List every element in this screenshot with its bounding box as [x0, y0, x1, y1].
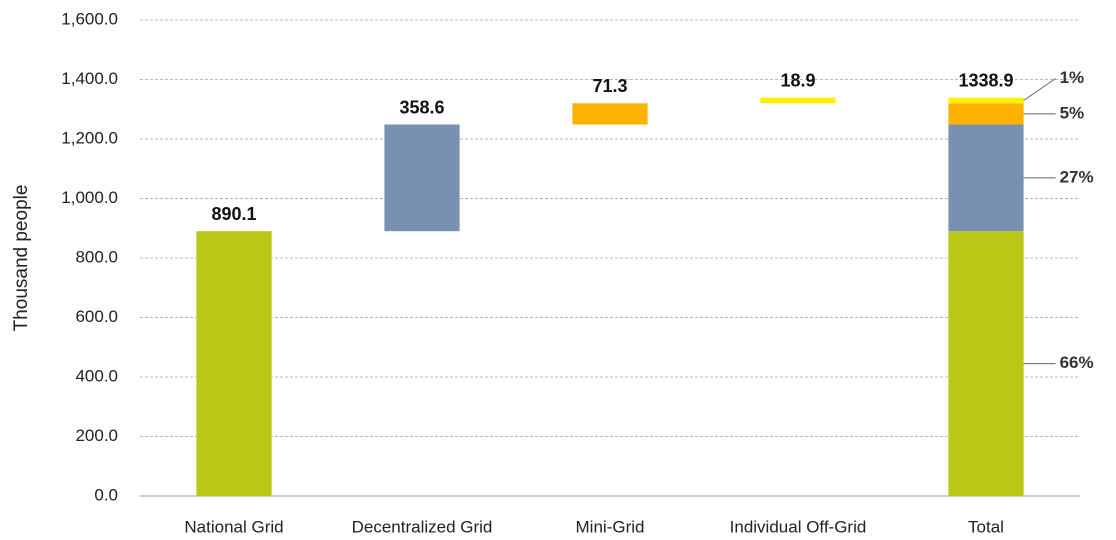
x-tick-label: National Grid [184, 517, 283, 536]
bar [572, 103, 648, 125]
y-tick-label: 1,200.0 [61, 128, 118, 147]
total-segment [948, 97, 1024, 104]
total-segment [948, 103, 1024, 125]
bar [384, 124, 460, 232]
x-tick-label: Decentralized Grid [352, 517, 493, 536]
y-tick-label: 0.0 [94, 485, 118, 504]
share-label: 1% [1060, 68, 1085, 87]
data-label: 71.3 [592, 76, 627, 96]
data-label: 890.1 [211, 204, 256, 224]
y-tick-label: 600.0 [75, 307, 118, 326]
bar [760, 97, 836, 104]
x-tick-label: Total [968, 517, 1004, 536]
bar [196, 231, 272, 496]
share-label: 27% [1060, 167, 1094, 186]
x-tick-label: Individual Off-Grid [730, 517, 867, 536]
total-segment [948, 124, 1024, 232]
y-tick-label: 400.0 [75, 366, 118, 385]
data-label: 358.6 [399, 97, 444, 117]
leader-line [1023, 78, 1056, 101]
y-axis-label: Thousand people [11, 185, 32, 332]
y-tick-label: 1,400.0 [61, 69, 118, 88]
x-tick-label: Mini-Grid [576, 517, 645, 536]
share-label: 5% [1060, 103, 1085, 122]
y-tick-label: 1,600.0 [61, 9, 118, 28]
total-segment [948, 231, 1024, 496]
data-label: 18.9 [780, 70, 815, 90]
data-label: 1338.9 [958, 70, 1013, 90]
y-tick-label: 1,000.0 [61, 188, 118, 207]
y-tick-label: 200.0 [75, 426, 118, 445]
y-tick-label: 800.0 [75, 247, 118, 266]
share-label: 66% [1060, 353, 1094, 372]
